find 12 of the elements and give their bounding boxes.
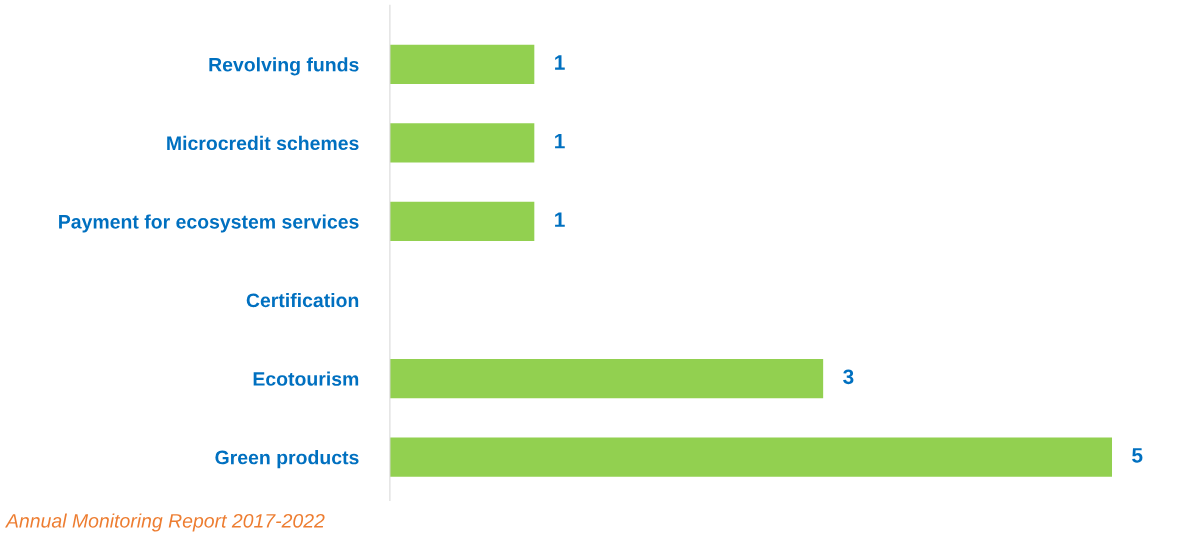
data-label: 1: [555, 133, 565, 149]
data-label: 5: [1132, 448, 1143, 463]
y-tick-label: Payment for ecosystem services: [59, 214, 359, 233]
y-tick-label: Green products: [215, 450, 359, 469]
y-tick-label: Revolving funds: [209, 57, 359, 76]
data-label: 1: [555, 55, 565, 70]
y-tick-label: Certification: [246, 292, 359, 308]
y-tick-label: Ecotourism: [253, 371, 359, 386]
data-label: 1: [555, 212, 565, 227]
text: Annual Monitoring Report 2017-2022: [5, 513, 325, 532]
y-tick-label: Microcredit schemes: [167, 135, 359, 151]
data-label: 3: [843, 369, 854, 385]
